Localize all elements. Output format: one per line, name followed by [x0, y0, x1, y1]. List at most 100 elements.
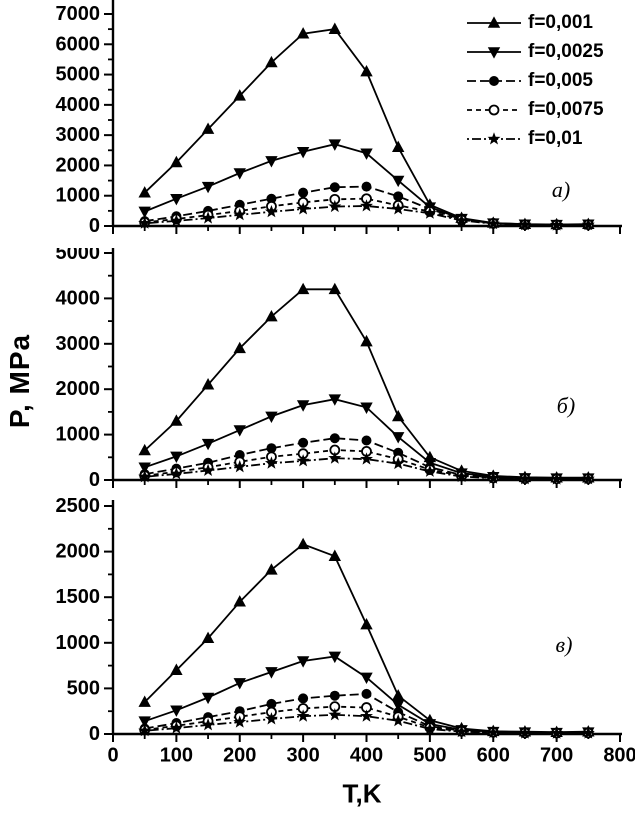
star-marker-icon: [169, 721, 183, 734]
chart-panel-c: 0 500 1000 1500 2000 2500 0 100 200 300 400 500 600 7…: [56, 495, 635, 767]
series-circle-open-line: [144, 197, 589, 226]
star-marker-icon: [360, 452, 373, 465]
star-marker-icon: [455, 213, 469, 227]
legend-label: f=0,0025: [528, 40, 604, 62]
star-marker-icon: [550, 472, 564, 485]
star-marker-icon: [296, 709, 310, 722]
filled-circle-marker-icon: [298, 187, 309, 198]
y-tick-label: 0: [89, 723, 100, 745]
star-marker-icon: [296, 202, 310, 215]
triangle-down-marker-icon: [201, 181, 215, 194]
triangle-up-marker-icon: [265, 309, 278, 322]
panel-label-c: в): [555, 632, 573, 657]
triangle-down-marker-icon: [138, 206, 151, 219]
star-marker-icon: [581, 217, 595, 231]
star-marker-icon: [138, 470, 152, 483]
legend-item: f=0,0025: [466, 37, 604, 66]
star-marker-icon: [233, 207, 247, 221]
x-tick-label: 600: [477, 745, 510, 767]
x-tick-label: 200: [223, 745, 256, 767]
star-marker-icon: [201, 211, 215, 224]
x-tick-label: 500: [413, 745, 446, 767]
triangle-down-marker-icon: [328, 394, 342, 406]
star-marker-icon: [391, 202, 405, 215]
star-marker-icon: [328, 708, 342, 721]
star-marker-icon: [487, 131, 501, 144]
legend-label: f=0,01: [528, 127, 583, 149]
legend-item: f=0,005: [466, 66, 604, 95]
star-marker-icon: [360, 709, 373, 722]
filled-circle-marker-icon: [329, 182, 340, 193]
star-marker-icon: [518, 472, 532, 485]
triangle-down-marker-icon: [170, 705, 183, 717]
triangle-down-marker-icon: [265, 667, 278, 679]
panel-label-a: а): [551, 177, 571, 202]
y-tick-label: 0: [89, 215, 100, 237]
triangle-down-marker-icon: [296, 147, 310, 159]
triangle-up-marker-icon: [328, 549, 342, 561]
star-marker-icon: [550, 218, 564, 231]
triangle-down-marker-icon: [170, 451, 183, 463]
y-tick-label: 2000: [56, 541, 101, 563]
star-marker-icon: [264, 712, 278, 725]
triangle-up-marker-icon: [170, 663, 183, 675]
filled-circle-marker-icon: [467, 75, 521, 86]
triangle-up-marker-icon: [328, 22, 342, 34]
filled-circle-marker-icon: [393, 191, 404, 202]
star-marker-icon: [423, 464, 437, 477]
triangle-up-marker-icon: [265, 55, 278, 68]
triangle-down-marker-icon: [467, 46, 521, 59]
star-marker-icon: [550, 726, 564, 739]
triangle-down-marker-icon: [265, 156, 278, 168]
star-marker-icon: [423, 722, 437, 735]
triangle-up-marker-icon: [391, 409, 405, 422]
triangle-up-marker-icon: [296, 282, 310, 295]
triangle-up-marker-icon: [138, 695, 151, 707]
triangle-down-marker-icon: [201, 692, 215, 705]
triangle-up-marker-icon: [233, 341, 246, 354]
triangle-up-marker-icon: [170, 155, 183, 168]
triangle-down-marker-icon: [360, 672, 373, 685]
triangle-down-marker-icon: [391, 175, 405, 188]
triangle-down-marker-icon: [360, 402, 373, 414]
filled-circle-marker-icon: [489, 75, 499, 86]
triangle-down-marker-icon: [296, 656, 310, 668]
star-marker-icon: [328, 199, 342, 213]
triangle-down-marker-icon: [138, 716, 151, 728]
triangle-down-marker-icon: [391, 700, 405, 712]
triangle-up-marker-icon: [201, 122, 215, 134]
open-circle-marker-icon: [488, 104, 500, 115]
triangle-up-marker-icon: [201, 631, 215, 644]
y-tick-label: 7000: [56, 3, 101, 25]
star-marker-icon: [486, 725, 500, 739]
star-marker-icon: [233, 715, 247, 728]
y-tick-label: 6000: [56, 33, 101, 55]
y-tick-label: 1500: [56, 586, 101, 608]
legend-label: f=0,005: [528, 69, 593, 91]
triangle-up-marker-icon: [170, 414, 183, 426]
series-circle-open-line: [144, 449, 589, 480]
triangle-down-marker-icon: [360, 148, 373, 160]
y-tick-label: 4000: [56, 287, 101, 309]
filled-circle-marker-icon: [329, 690, 340, 701]
star-marker-icon: [486, 216, 500, 230]
triangle-down-marker-icon: [201, 438, 215, 451]
star-marker-icon: [328, 451, 342, 464]
star-marker-icon: [518, 726, 532, 739]
y-tick-label: 1000: [56, 632, 101, 654]
x-tick-label: 400: [350, 745, 383, 767]
triangle-down-marker-icon: [138, 462, 151, 474]
triangle-down-marker-icon: [328, 651, 342, 664]
y-tick-label: 4000: [56, 94, 101, 116]
filled-circle-marker-icon: [298, 693, 309, 704]
triangle-down-marker-icon: [487, 46, 501, 59]
star-marker-icon: [391, 713, 405, 727]
star-marker-icon: [581, 472, 595, 485]
y-tick-label: 2000: [56, 378, 101, 400]
filled-circle-marker-icon: [266, 443, 277, 454]
triangle-up-marker-icon: [138, 443, 151, 456]
y-tick-label: 1000: [56, 185, 101, 207]
star-marker-icon: [467, 131, 521, 144]
filled-circle-marker-icon: [329, 433, 340, 444]
triangle-down-marker-icon: [233, 678, 246, 690]
